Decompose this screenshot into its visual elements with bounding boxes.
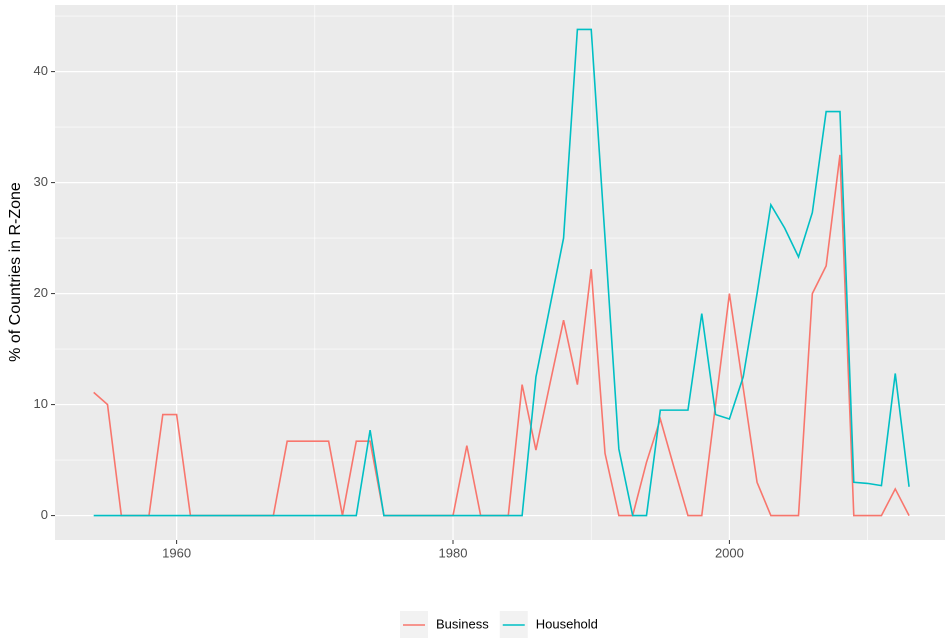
series-line xyxy=(93,28,910,517)
y-tick-label: 0 xyxy=(41,507,48,522)
plot-panel xyxy=(55,5,945,540)
x-tick-label: 1960 xyxy=(162,545,191,560)
y-tick-label: 30 xyxy=(34,174,48,189)
y-tick-label: 10 xyxy=(34,396,48,411)
legend-label: Household xyxy=(536,616,598,631)
y-tick-label: 40 xyxy=(34,63,48,78)
x-tick-label: 2000 xyxy=(715,545,744,560)
x-tick-label: 1980 xyxy=(439,545,468,560)
legend-item: Household xyxy=(499,611,598,639)
y-tick-label: 20 xyxy=(34,285,48,300)
legend-item: Business xyxy=(400,611,489,639)
legend-label: Business xyxy=(436,616,489,631)
y-axis-title: % of Countries in R-Zone xyxy=(7,182,24,362)
